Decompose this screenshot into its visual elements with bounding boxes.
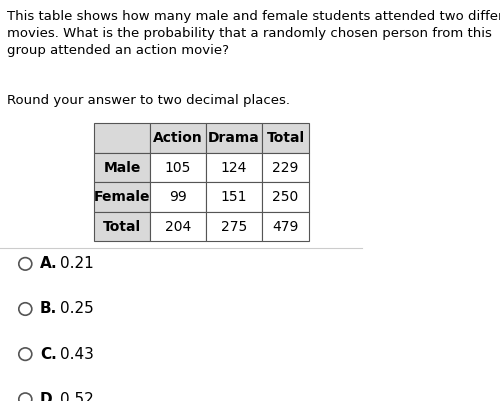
Text: Female: Female — [94, 190, 150, 204]
FancyBboxPatch shape — [262, 212, 309, 241]
Text: Drama: Drama — [208, 131, 260, 145]
FancyBboxPatch shape — [94, 123, 150, 153]
Text: 479: 479 — [272, 219, 299, 233]
FancyBboxPatch shape — [150, 212, 206, 241]
Text: 124: 124 — [221, 160, 248, 174]
Text: 204: 204 — [165, 219, 191, 233]
FancyBboxPatch shape — [262, 123, 309, 153]
Text: 250: 250 — [272, 190, 298, 204]
Text: This table shows how many male and female students attended two different
movies: This table shows how many male and femal… — [7, 10, 500, 57]
FancyBboxPatch shape — [150, 153, 206, 182]
Text: 229: 229 — [272, 160, 299, 174]
FancyBboxPatch shape — [262, 182, 309, 212]
Text: Male: Male — [104, 160, 141, 174]
FancyBboxPatch shape — [94, 182, 150, 212]
Text: 99: 99 — [169, 190, 187, 204]
Text: B.: B. — [40, 302, 57, 316]
Text: 0.21: 0.21 — [60, 256, 94, 271]
FancyBboxPatch shape — [262, 153, 309, 182]
Text: Total: Total — [266, 131, 304, 145]
FancyBboxPatch shape — [206, 212, 262, 241]
Text: 105: 105 — [165, 160, 191, 174]
FancyBboxPatch shape — [150, 182, 206, 212]
FancyBboxPatch shape — [206, 153, 262, 182]
Text: D.: D. — [40, 392, 58, 401]
Text: Round your answer to two decimal places.: Round your answer to two decimal places. — [7, 94, 290, 107]
FancyBboxPatch shape — [150, 123, 206, 153]
Text: C.: C. — [40, 346, 56, 362]
Text: A.: A. — [40, 256, 58, 271]
FancyBboxPatch shape — [206, 123, 262, 153]
Text: 151: 151 — [221, 190, 248, 204]
Text: Total: Total — [103, 219, 141, 233]
Text: 0.43: 0.43 — [60, 346, 94, 362]
Text: 0.25: 0.25 — [60, 302, 94, 316]
FancyBboxPatch shape — [206, 182, 262, 212]
FancyBboxPatch shape — [94, 153, 150, 182]
Text: Action: Action — [153, 131, 203, 145]
FancyBboxPatch shape — [94, 212, 150, 241]
Text: 275: 275 — [221, 219, 247, 233]
Text: 0.52: 0.52 — [60, 392, 94, 401]
